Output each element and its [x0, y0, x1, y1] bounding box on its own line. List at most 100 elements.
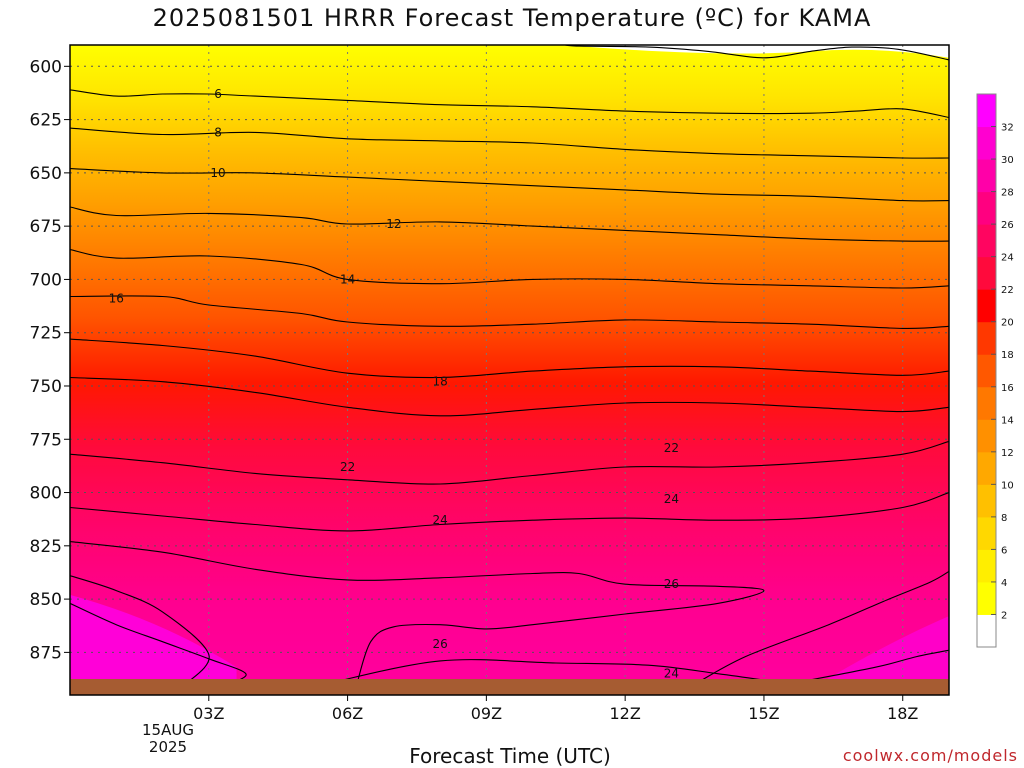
colorbar-swatch	[977, 549, 996, 583]
contour-line-26	[324, 659, 764, 685]
x-tick-label: 12Z	[609, 704, 640, 723]
x-tick-label: 09Z	[471, 704, 502, 723]
colorbar-label: 12	[1001, 448, 1014, 459]
contour-line-24	[70, 491, 949, 532]
contour-labels: 6 8 10 12 14 16 18 22 22 24 24 26 26 24	[109, 87, 679, 681]
contour-line-8	[70, 127, 949, 159]
contour-label: 14	[340, 272, 355, 286]
colorbar-label: 24	[1001, 253, 1014, 264]
contour-line-12	[70, 206, 949, 242]
y-tick-label: 675	[30, 217, 62, 237]
colorbar-swatch	[977, 94, 996, 128]
colorbar-label: 32	[1001, 123, 1014, 134]
colorbar-swatch	[977, 419, 996, 453]
colorbar-label: 6	[1001, 545, 1007, 556]
date-day: 15AUG	[142, 721, 194, 739]
colorbar-swatch	[977, 256, 996, 290]
colorbar-swatch	[977, 484, 996, 518]
y-tick-label: 775	[30, 430, 62, 450]
colorbar-swatch	[977, 289, 996, 323]
colorbar-label: 26	[1001, 220, 1014, 231]
contour-label: 24	[664, 492, 679, 506]
chart-title: 2025081501 HRRR Forecast Temperature (ºC…	[152, 4, 872, 32]
colorbar-swatch	[977, 224, 996, 258]
contour-line-27	[70, 575, 210, 685]
colorbar-swatch	[977, 191, 996, 225]
colorbar-label: 20	[1001, 318, 1014, 329]
x-tick-label: 18Z	[887, 704, 918, 723]
contour-label: 8	[214, 125, 222, 139]
colorbar-label: 28	[1001, 188, 1014, 199]
y-tick-label: 700	[30, 270, 62, 290]
contour-label: 12	[386, 217, 401, 231]
y-tick-label: 850	[30, 590, 62, 610]
x-axis: 03Z 06Z 09Z 12Z 15Z 18Z	[193, 695, 918, 723]
colorbar-frame	[976, 93, 997, 648]
colorbar-label: 16	[1001, 383, 1014, 394]
x-tick-label: 03Z	[193, 704, 224, 723]
colorbar-swatch	[977, 354, 996, 388]
date-label: 15AUG 2025	[128, 722, 208, 756]
x-tick-label: 15Z	[748, 704, 779, 723]
y-tick-label: 725	[30, 324, 62, 344]
contour-lines	[70, 45, 949, 685]
contour-label: 6	[214, 87, 222, 101]
colorbar-swatch	[977, 386, 996, 420]
contour-label: 16	[109, 292, 124, 306]
contour-label: 26	[664, 577, 679, 591]
colorbar-label: 2	[1001, 610, 1007, 621]
contour-line-4	[564, 45, 949, 61]
terrain-ground	[70, 679, 949, 695]
colorbar-label: 14	[1001, 415, 1014, 426]
colorbar-label: 30	[1001, 155, 1014, 166]
contour-label: 22	[664, 441, 679, 455]
x-axis-label: Forecast Time (UTC)	[409, 744, 611, 768]
temperature-field	[70, 45, 949, 695]
contour-label: 18	[432, 375, 447, 389]
y-tick-label: 600	[30, 57, 62, 77]
contour-line-6	[70, 89, 949, 119]
colorbar-swatch	[977, 126, 996, 160]
colorbar-swatch	[977, 516, 996, 550]
contour-line-27	[786, 649, 949, 685]
contour-label: 10	[210, 166, 225, 180]
contour-label: 26	[432, 637, 447, 651]
colorbar-swatch	[977, 614, 996, 648]
credit-link[interactable]: coolwx.com/models	[842, 746, 1018, 765]
plot-frame	[69, 44, 950, 696]
colorbar-label: 10	[1001, 480, 1014, 491]
contour-line-10	[70, 168, 949, 202]
contour-line-14	[70, 249, 949, 289]
contour-line-25	[70, 541, 765, 685]
y-tick-label: 625	[30, 111, 62, 131]
colorbar-label: 22	[1001, 285, 1014, 296]
x-tick-label: 06Z	[332, 704, 363, 723]
y-tick-label: 825	[30, 537, 62, 557]
colorbar-label: 4	[1001, 578, 1007, 589]
contour-line-16	[70, 295, 949, 329]
y-tick-label: 650	[30, 164, 62, 184]
colorbar-swatch	[977, 321, 996, 355]
contour-line-22	[70, 440, 949, 485]
y-tick-label: 800	[30, 484, 62, 504]
contour-label: 24	[664, 667, 679, 681]
plot-area: 6 8 10 12 14 16 18 22 22 24 24 26 26 24 600 625 650 675 7…	[30, 44, 950, 723]
contour-line-27	[70, 602, 247, 685]
y-tick-label: 875	[30, 643, 62, 663]
hot-region-left	[70, 594, 237, 695]
contour-label: 24	[432, 513, 447, 527]
contour-line-18	[70, 338, 949, 379]
date-year: 2025	[148, 738, 188, 756]
y-tick-label: 750	[30, 377, 62, 397]
colorbar-label: 8	[1001, 513, 1007, 524]
colorbar-swatch	[977, 581, 996, 615]
colorbar-swatch	[977, 451, 996, 485]
contour-line-27	[694, 570, 949, 685]
hot-region-right	[800, 616, 949, 695]
colorbar-swatch	[977, 159, 996, 193]
y-axis: 600 625 650 675 700 725 750 775 800 825 850 875	[30, 57, 70, 663]
contour-label: 22	[340, 460, 355, 474]
contour-line-20	[70, 376, 949, 417]
